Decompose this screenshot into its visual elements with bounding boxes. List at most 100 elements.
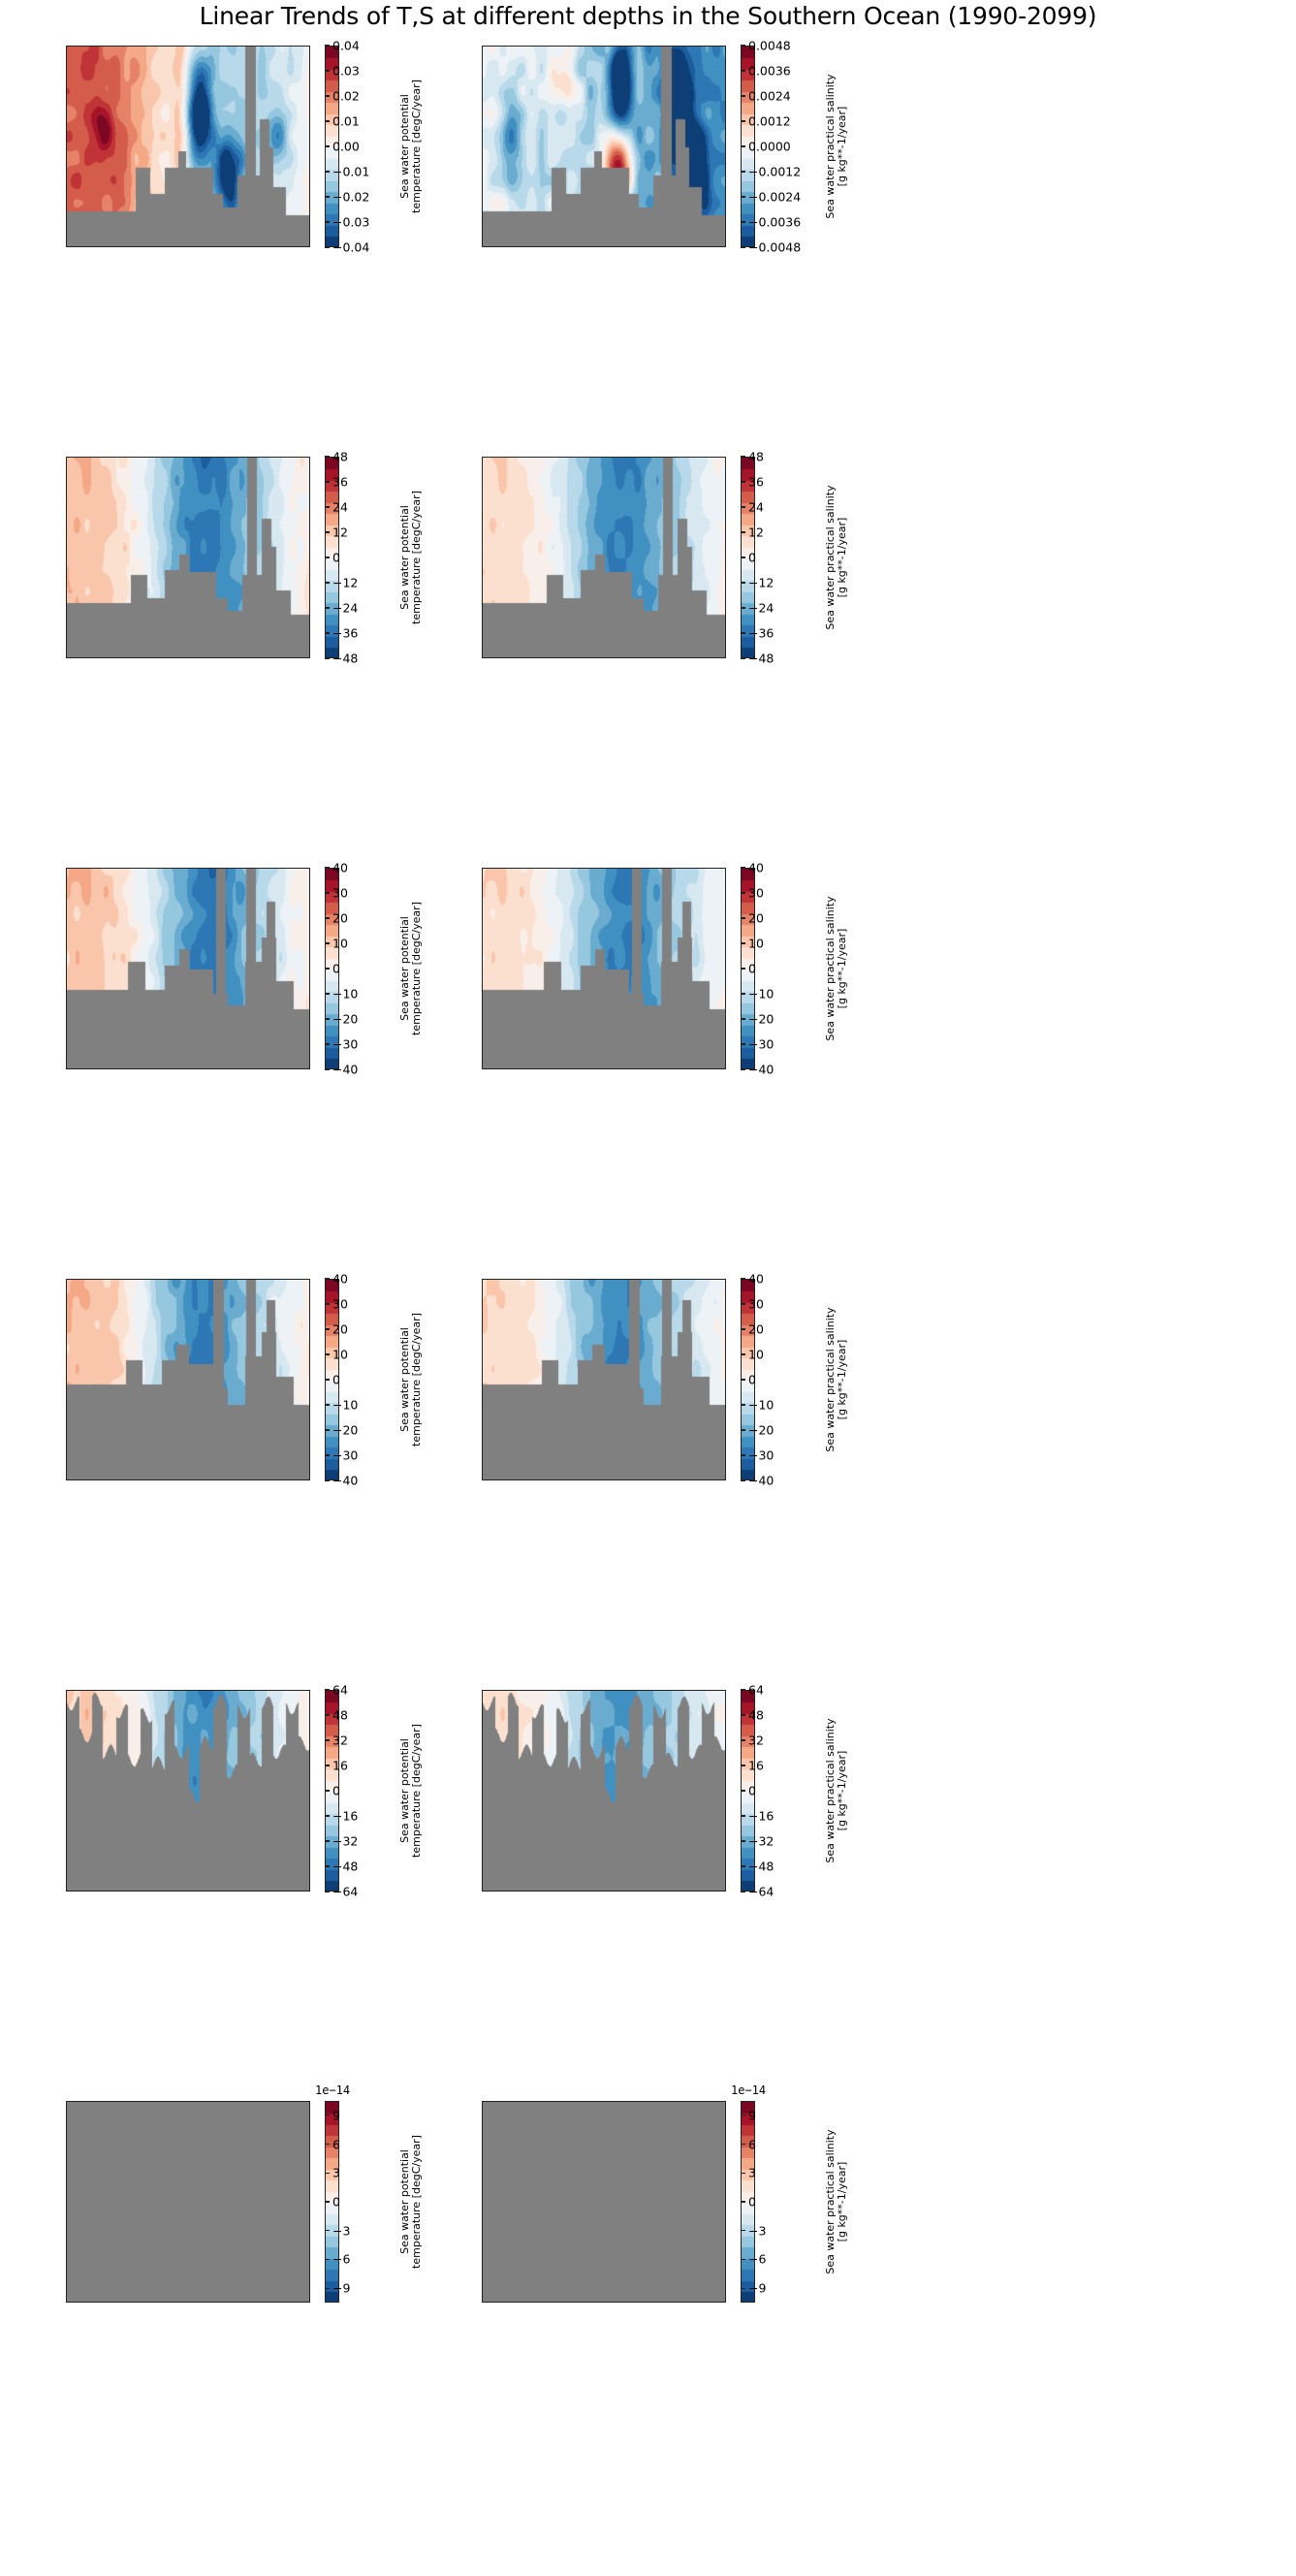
colorbar-tick-mark [325, 45, 330, 47]
colorbar-tick-label: −16 [332, 1808, 359, 1824]
colorbar-tick-label: 12 [748, 525, 764, 540]
colorbar-tick-label: −0.02 [332, 189, 370, 205]
y-tick-mark [482, 1865, 483, 1866]
colorbar-tick-mark [325, 1891, 330, 1892]
colorbar-tick-mark [741, 1278, 745, 1280]
x-tick-mark [169, 1068, 170, 1069]
contour-field [67, 1691, 309, 1891]
x-tick-mark [135, 1068, 136, 1069]
x-tick-mark [618, 246, 619, 247]
colorbar-tick-mark [741, 582, 745, 584]
x-tick-mark [305, 1068, 306, 1069]
colorbar-tick-label: 0 [332, 1372, 340, 1387]
x-tick-mark [169, 657, 170, 658]
x-tick-mark [482, 1891, 483, 1892]
y-tick-mark [66, 1417, 67, 1418]
colorbar-tick-label: −3 [748, 2223, 767, 2239]
x-tick-mark [203, 2302, 204, 2303]
colorbar-tick-label: −20 [332, 1011, 359, 1027]
x-tick-mark [618, 2302, 619, 2303]
x-tick-mark [66, 657, 67, 658]
colorbar-tick-mark [325, 1404, 330, 1406]
x-tick-mark [618, 1479, 619, 1480]
colorbar-tick-label: 48 [332, 1707, 348, 1723]
plot-area-row5-col1: degree = 1, lev = 5000 [m]−55−60−65−70−7… [482, 2101, 726, 2303]
colorbar-tick-mark [325, 1790, 330, 1792]
colorbar-tick-label: −40 [748, 1062, 774, 1077]
contour-field [483, 869, 725, 1068]
colorbar-tick-label: −10 [748, 1397, 774, 1413]
colorbar-tick-label: −30 [332, 1447, 359, 1463]
x-tick-mark [721, 2302, 722, 2303]
colorbar-tick-mark [741, 993, 745, 995]
x-tick-mark [517, 1068, 518, 1069]
x-tick-mark [687, 1068, 688, 1069]
colorbar-tick-mark [325, 1303, 330, 1305]
colorbar-tick-mark [325, 1840, 330, 1842]
x-tick-mark [721, 246, 722, 247]
y-tick-mark [66, 1305, 67, 1306]
colorbar-tick-mark [741, 917, 745, 919]
x-tick-mark [305, 2302, 306, 2303]
colorbar-tick-mark [741, 867, 745, 869]
colorbar-tick-label: −0.04 [332, 239, 370, 255]
x-tick-mark [618, 657, 619, 658]
plot-area-row4-col0: degree = 1, lev = 3000 [m]−55−60−65−70−7… [66, 1690, 310, 1892]
colorbar-tick-mark [741, 1454, 745, 1456]
colorbar-tick-mark [741, 2230, 745, 2232]
x-tick-mark [101, 1891, 102, 1892]
colorbar-tick-label: 0.0048 [748, 38, 791, 53]
y-tick-mark [482, 894, 483, 895]
colorbar-tick-mark [741, 892, 745, 894]
colorbar-tick-label: −0.01 [332, 164, 370, 179]
x-tick-mark [271, 1068, 272, 1069]
colorbar-tick-label: 10 [748, 1347, 764, 1362]
colorbar-tick-mark [325, 506, 330, 508]
y-tick-mark [66, 1754, 67, 1755]
colorbar-tick-label: 30 [332, 1296, 348, 1312]
colorbar-tick-label: 0 [748, 1783, 756, 1798]
colorbar-tick-mark [325, 481, 330, 483]
colorbar-tick-label: −9 [748, 2280, 767, 2296]
colorbar-tick-mark [741, 1353, 745, 1355]
colorbar-tick-label: 30 [332, 885, 348, 901]
colorbar-tick-label: 32 [332, 1733, 348, 1748]
colorbar-tick-label: −32 [748, 1833, 774, 1849]
colorbar-title: Sea water potential temperature [degC/yea… [398, 868, 424, 1069]
x-tick-mark [652, 246, 653, 247]
y-tick-mark [482, 595, 483, 596]
colorbar-tick-mark [325, 1068, 330, 1070]
contour-field [67, 869, 309, 1068]
colorbar-tick-mark [325, 607, 330, 609]
colorbar-title: Sea water potential temperature [degC/yea… [398, 2101, 424, 2303]
colorbar-tick-label: −48 [332, 1859, 359, 1874]
colorbar-tick-label: −0.0048 [748, 239, 802, 255]
y-tick-mark [66, 221, 67, 222]
colorbar-tick-label: 0 [748, 2194, 756, 2210]
x-tick-mark [203, 1068, 204, 1069]
x-tick-mark [551, 246, 552, 247]
colorbar-tick-label: 0.00 [332, 139, 360, 154]
colorbar-tick-label: 0 [332, 961, 340, 976]
colorbar-tick-label: 0 [748, 1372, 756, 1387]
colorbar-tick-mark [741, 2201, 745, 2203]
colorbar-tick-label: −40 [332, 1473, 359, 1488]
colorbar-tick-label: 64 [748, 1682, 764, 1698]
y-tick-mark [482, 1006, 483, 1007]
colorbar-tick-label: 40 [332, 1271, 348, 1287]
x-tick-mark [203, 657, 204, 658]
colorbar-tick-mark [741, 607, 745, 609]
x-tick-mark [482, 2302, 483, 2303]
x-tick-mark [271, 2302, 272, 2303]
y-tick-mark [482, 557, 483, 558]
figure-title: Linear Trends of T,S at different depths… [199, 2, 1097, 30]
colorbar-tick-label: 0 [332, 550, 340, 565]
colorbar-tick-label: −3 [332, 2223, 351, 2239]
y-tick-mark [482, 221, 483, 222]
colorbar-tick-label: −6 [748, 2251, 767, 2267]
colorbar-tick-mark [325, 1429, 330, 1431]
y-tick-mark [66, 1043, 67, 1044]
y-tick-mark [482, 1417, 483, 1418]
x-tick-mark [135, 1891, 136, 1892]
x-tick-mark [66, 2302, 67, 2303]
